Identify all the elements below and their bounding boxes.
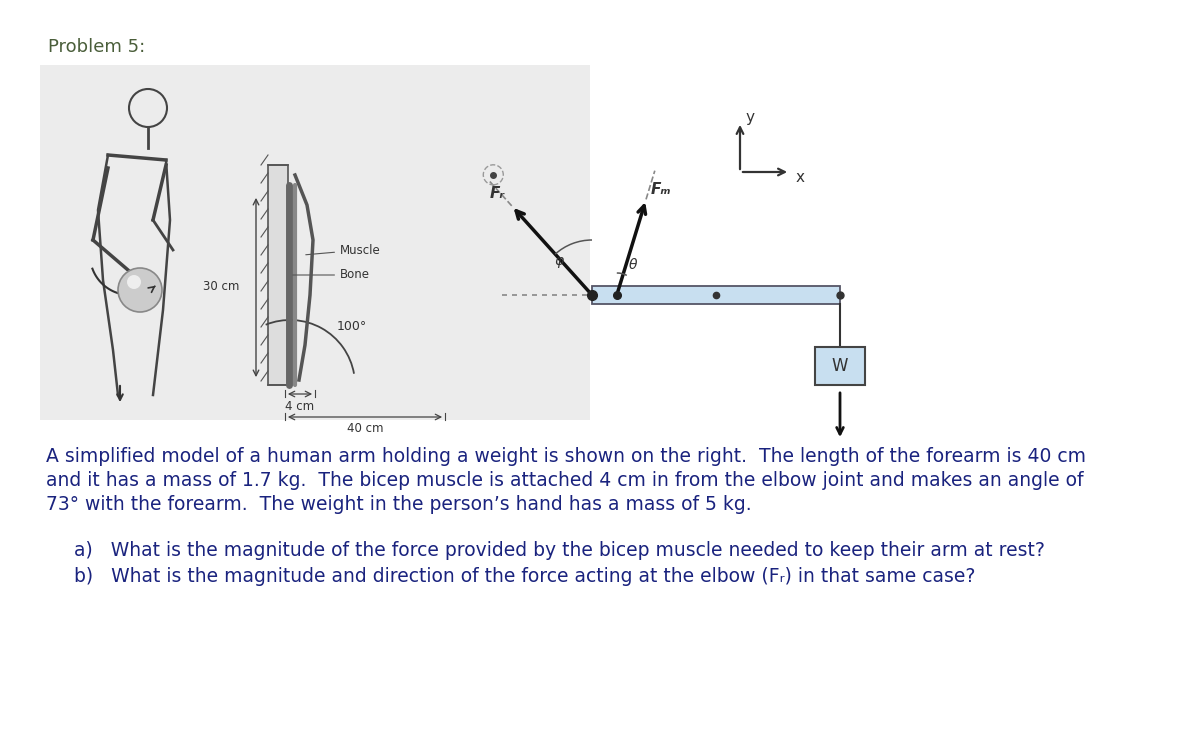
Text: y: y	[746, 110, 755, 125]
Text: Problem 5:: Problem 5:	[48, 38, 145, 56]
Text: Fₘ: Fₘ	[652, 182, 672, 198]
Text: A simplified model of a human arm holding a weight is shown on the right.  The l: A simplified model of a human arm holdin…	[46, 447, 1086, 466]
Text: 4 cm: 4 cm	[286, 401, 314, 413]
Circle shape	[127, 275, 142, 289]
Text: W: W	[832, 357, 848, 375]
Bar	[40, 65, 590, 420]
Text: Muscle: Muscle	[306, 243, 380, 257]
Text: Fᵣ: Fᵣ	[490, 186, 505, 201]
Text: x: x	[796, 171, 805, 186]
Text: θ: θ	[629, 258, 637, 272]
Text: and it has a mass of 1.7 kg.  The bicep muscle is attached 4 cm in from the elbo: and it has a mass of 1.7 kg. The bicep m…	[46, 471, 1084, 490]
Text: a)   What is the magnitude of the force provided by the bicep muscle needed to k: a) What is the magnitude of the force pr…	[74, 541, 1045, 560]
Text: b)   What is the magnitude and direction of the force acting at the elbow (Fᵣ) i: b) What is the magnitude and direction o…	[74, 567, 976, 586]
Text: Bone: Bone	[293, 269, 370, 281]
Bar	[592, 286, 840, 304]
Bar	[268, 165, 288, 385]
Bar	[815, 347, 865, 385]
Text: 100°: 100°	[337, 320, 367, 333]
Text: φ: φ	[554, 254, 563, 268]
Circle shape	[118, 268, 162, 312]
Text: 73° with the forearm.  The weight in the person’s hand has a mass of 5 kg.: 73° with the forearm. The weight in the …	[46, 495, 751, 514]
Text: 40 cm: 40 cm	[347, 422, 383, 436]
Text: 30 cm: 30 cm	[203, 280, 239, 293]
